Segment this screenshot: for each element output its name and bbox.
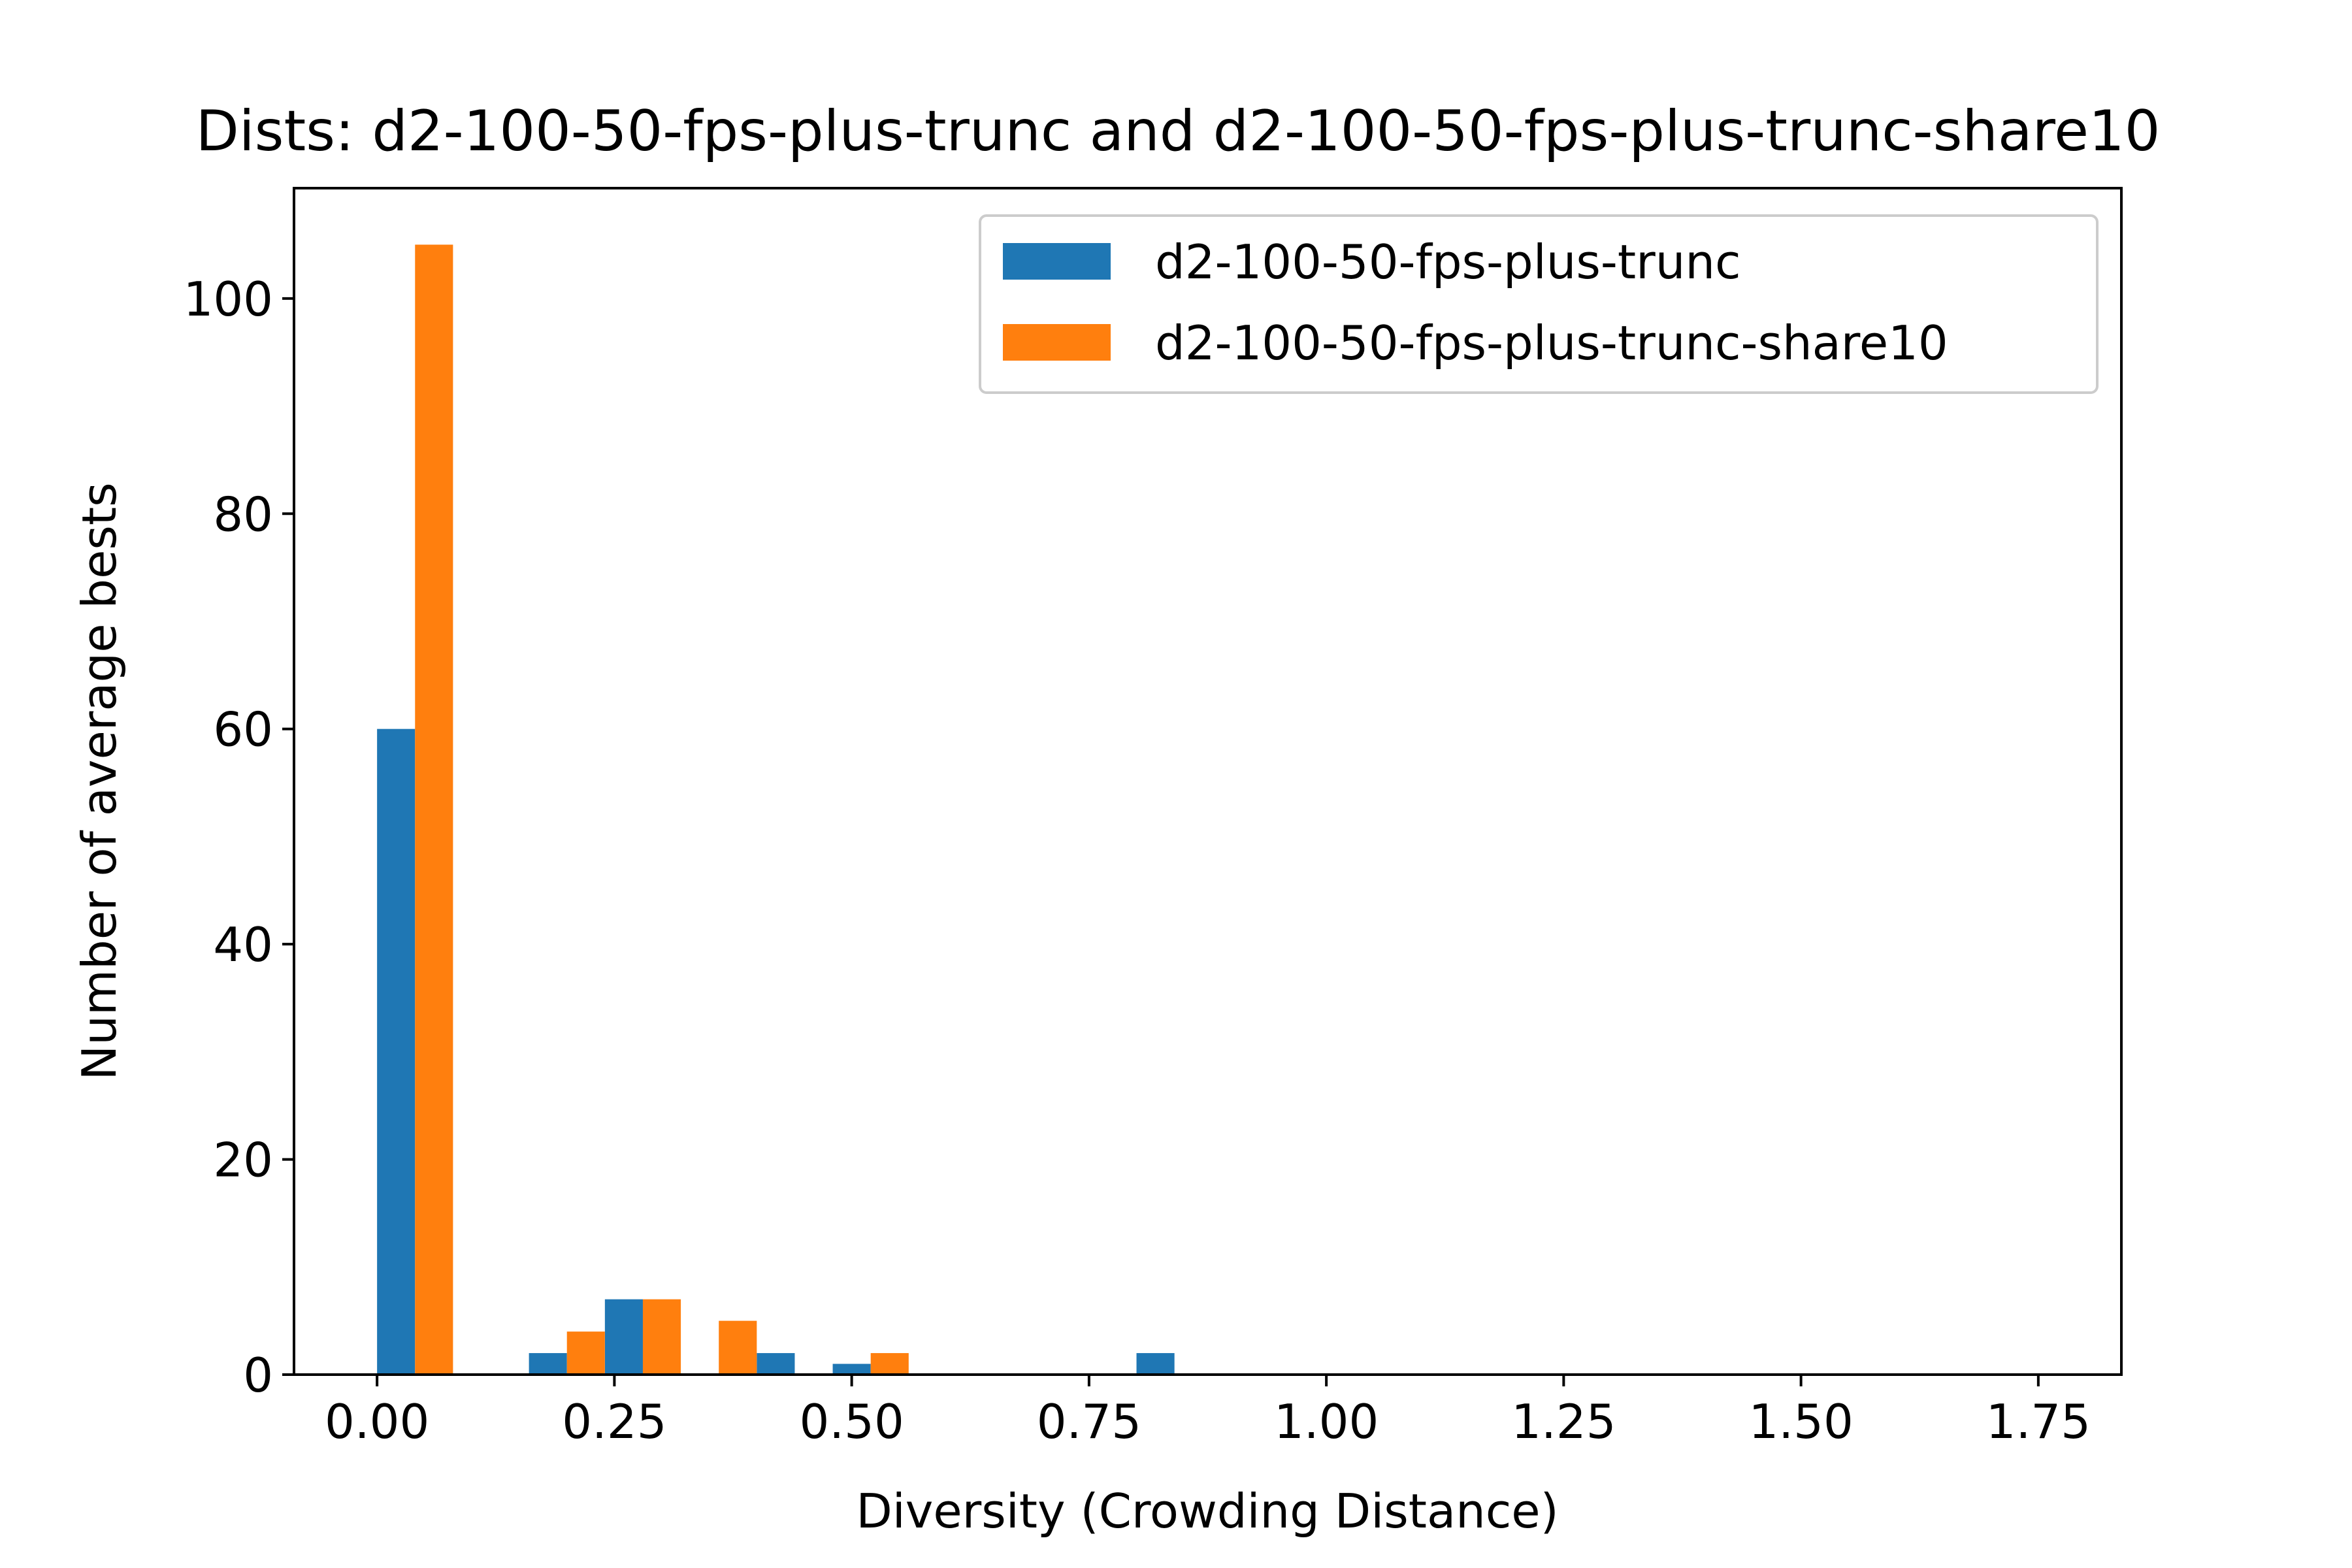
bar-series-2-bin-2 [566, 1331, 605, 1375]
legend-swatch-series-2 [1003, 324, 1111, 361]
bar-series-1-bin-0 [377, 728, 416, 1375]
x-tick-label: 1.25 [1511, 1394, 1616, 1449]
legend: d2-100-50-fps-plus-trunc d2-100-50-fps-pl… [979, 214, 2099, 394]
x-tick-label: 1.75 [1986, 1394, 2091, 1449]
y-tick-label: 80 [213, 487, 273, 542]
bar-series-2-bin-0 [415, 244, 453, 1375]
y-axis-label: Number of average bests [72, 482, 127, 1080]
x-axis-label: Diversity (Crowding Distance) [856, 1484, 1558, 1539]
bar-series-1-bin-10 [1136, 1353, 1175, 1375]
y-tick-label: 100 [184, 272, 273, 327]
plot-frame [293, 187, 2123, 1376]
legend-swatch-series-1 [1003, 243, 1111, 280]
x-tick-label: 0.75 [1037, 1394, 1141, 1449]
bar-series-1-bin-6 [832, 1364, 871, 1375]
y-tick-label: 40 [213, 917, 273, 972]
bar-series-1-bin-3 [604, 1299, 643, 1375]
legend-label-series-1: d2-100-50-fps-plus-trunc [1155, 235, 1741, 289]
y-tick-label: 60 [213, 702, 273, 757]
x-tick-label: 0.50 [799, 1394, 904, 1449]
bar-series-2-bin-6 [870, 1353, 909, 1375]
x-tick-label: 0.25 [562, 1394, 666, 1449]
y-tick-label: 20 [213, 1133, 273, 1188]
bar-series-2-bin-4 [719, 1320, 757, 1375]
y-axis: 0 20 40 60 80 100 [184, 272, 294, 1403]
x-tick-label: 1.50 [1748, 1394, 1853, 1449]
chart-title: Dists: d2-100-50-fps-plus-trunc and d2-1… [196, 99, 2161, 164]
legend-label-series-2: d2-100-50-fps-plus-trunc-share10 [1155, 316, 1948, 370]
x-tick-label: 0.00 [325, 1394, 429, 1449]
bars-group [377, 244, 1175, 1375]
x-axis: 0.00 0.25 0.50 0.75 1.00 1.25 1.50 1.75 [325, 1375, 2091, 1449]
x-tick-label: 1.00 [1274, 1394, 1379, 1449]
bar-series-1-bin-2 [529, 1353, 567, 1375]
y-tick-label: 0 [243, 1348, 273, 1403]
bar-series-2-bin-3 [642, 1299, 681, 1375]
bar-series-1-bin-5 [757, 1353, 795, 1375]
legend-box [979, 214, 2099, 394]
